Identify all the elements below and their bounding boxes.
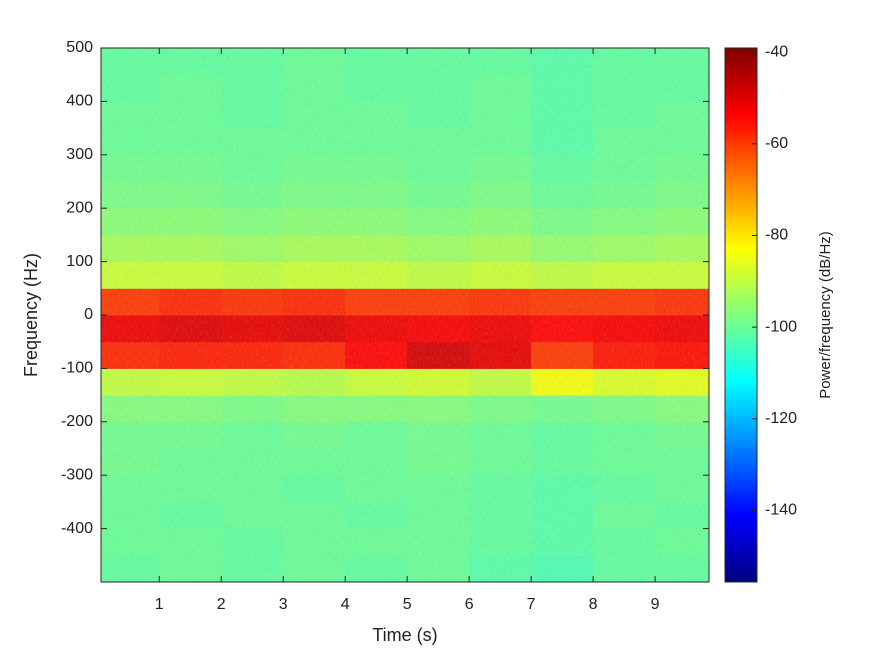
colorbar xyxy=(724,47,758,583)
colorbar-tick-label: -40 xyxy=(765,43,788,60)
y-tick-label: 0 xyxy=(84,306,93,323)
x-tick-label: 4 xyxy=(341,596,350,613)
colorbar-tick-label: -100 xyxy=(765,318,797,335)
y-tick-label: -200 xyxy=(61,413,93,430)
texture xyxy=(101,48,709,582)
y-tick-label: 200 xyxy=(66,199,93,216)
x-tick-label: 8 xyxy=(589,596,598,613)
x-tick-label: 7 xyxy=(527,596,536,613)
y-tick-label: -400 xyxy=(61,520,93,537)
y-tick-label: 400 xyxy=(66,93,93,110)
y-tick-label: 500 xyxy=(66,39,93,56)
x-tick-label: 2 xyxy=(217,596,226,613)
y-tick-label: -300 xyxy=(61,466,93,483)
colorbar-tick-label: -80 xyxy=(765,227,788,244)
x-axis-label: Time (s) xyxy=(372,625,437,645)
colorbar-tick-label: -120 xyxy=(765,410,797,427)
colorbar-tick-label: -140 xyxy=(765,502,797,519)
colorbar-label: Power/frequency (dB/Hz) xyxy=(817,231,834,399)
x-tick-label: 9 xyxy=(651,596,660,613)
x-tick-label: 3 xyxy=(279,596,288,613)
x-tick-label: 1 xyxy=(155,596,164,613)
x-tick-label: 5 xyxy=(403,596,412,613)
y-axis-label: Frequency (Hz) xyxy=(21,253,41,377)
y-tick-label: 100 xyxy=(66,253,93,270)
y-tick-label: -100 xyxy=(61,360,93,377)
x-tick-label: 6 xyxy=(465,596,474,613)
y-tick-label: 300 xyxy=(66,146,93,163)
colorbar-tick-label: -60 xyxy=(765,135,788,152)
